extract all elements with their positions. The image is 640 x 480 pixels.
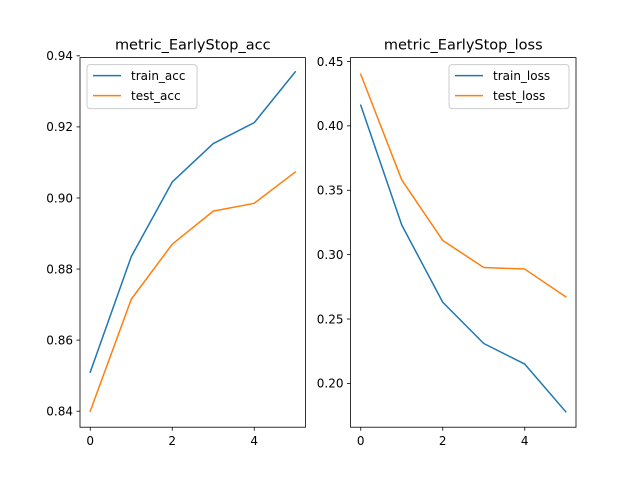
y-tick-label: 0.92 (46, 120, 73, 134)
chart-title-acc: metric_EarlyStop_acc (115, 38, 271, 54)
chart-title-loss: metric_EarlyStop_loss (384, 38, 543, 54)
x-tick-label: 0 (357, 434, 365, 448)
y-tick-label: 0.88 (46, 262, 73, 276)
subplot-loss: metric_EarlyStop_loss 0 2 4 0.20 0.25 0.30 0.35… (317, 38, 577, 448)
x-tick-label: 4 (250, 434, 258, 448)
y-tick-label: 0.40 (317, 119, 344, 133)
series-line-test_loss (359, 73, 567, 298)
x-tick-label: 2 (439, 434, 447, 448)
x-tick-label: 0 (86, 434, 94, 448)
y-tick-label: 0.90 (46, 191, 73, 205)
y-tick-label: 0.86 (46, 333, 73, 347)
y-tick-label: 0.30 (317, 248, 344, 262)
legend-loss: train_loss test_loss (448, 64, 570, 110)
subplot-acc: metric_EarlyStop_acc 0 2 4 0.84 0.86 0.88 0.90 0… (46, 38, 306, 448)
y-tick-label: 0.35 (317, 184, 344, 198)
y-tick-label: 0.94 (46, 49, 73, 63)
series-line-train_acc (89, 70, 297, 374)
series-line-test_acc (89, 170, 297, 413)
y-tick-label: 0.25 (317, 312, 344, 326)
legend-label-test_loss: test_loss (493, 89, 545, 103)
y-tick-label: 0.84 (46, 405, 73, 419)
x-tick-label: 2 (168, 434, 176, 448)
y-tick-label: 0.20 (317, 377, 344, 391)
series-line-train_loss (359, 104, 567, 413)
y-tick-label: 0.45 (317, 55, 344, 69)
axes-frame-acc (79, 57, 306, 428)
axes-frame-loss (350, 57, 577, 428)
legend-label-train_loss: train_loss (493, 69, 550, 83)
legend-label-train_acc: train_acc (131, 69, 185, 83)
x-tick-label: 4 (521, 434, 529, 448)
legend-acc: train_acc test_acc (86, 64, 198, 110)
legend-label-test_acc: test_acc (131, 89, 181, 103)
